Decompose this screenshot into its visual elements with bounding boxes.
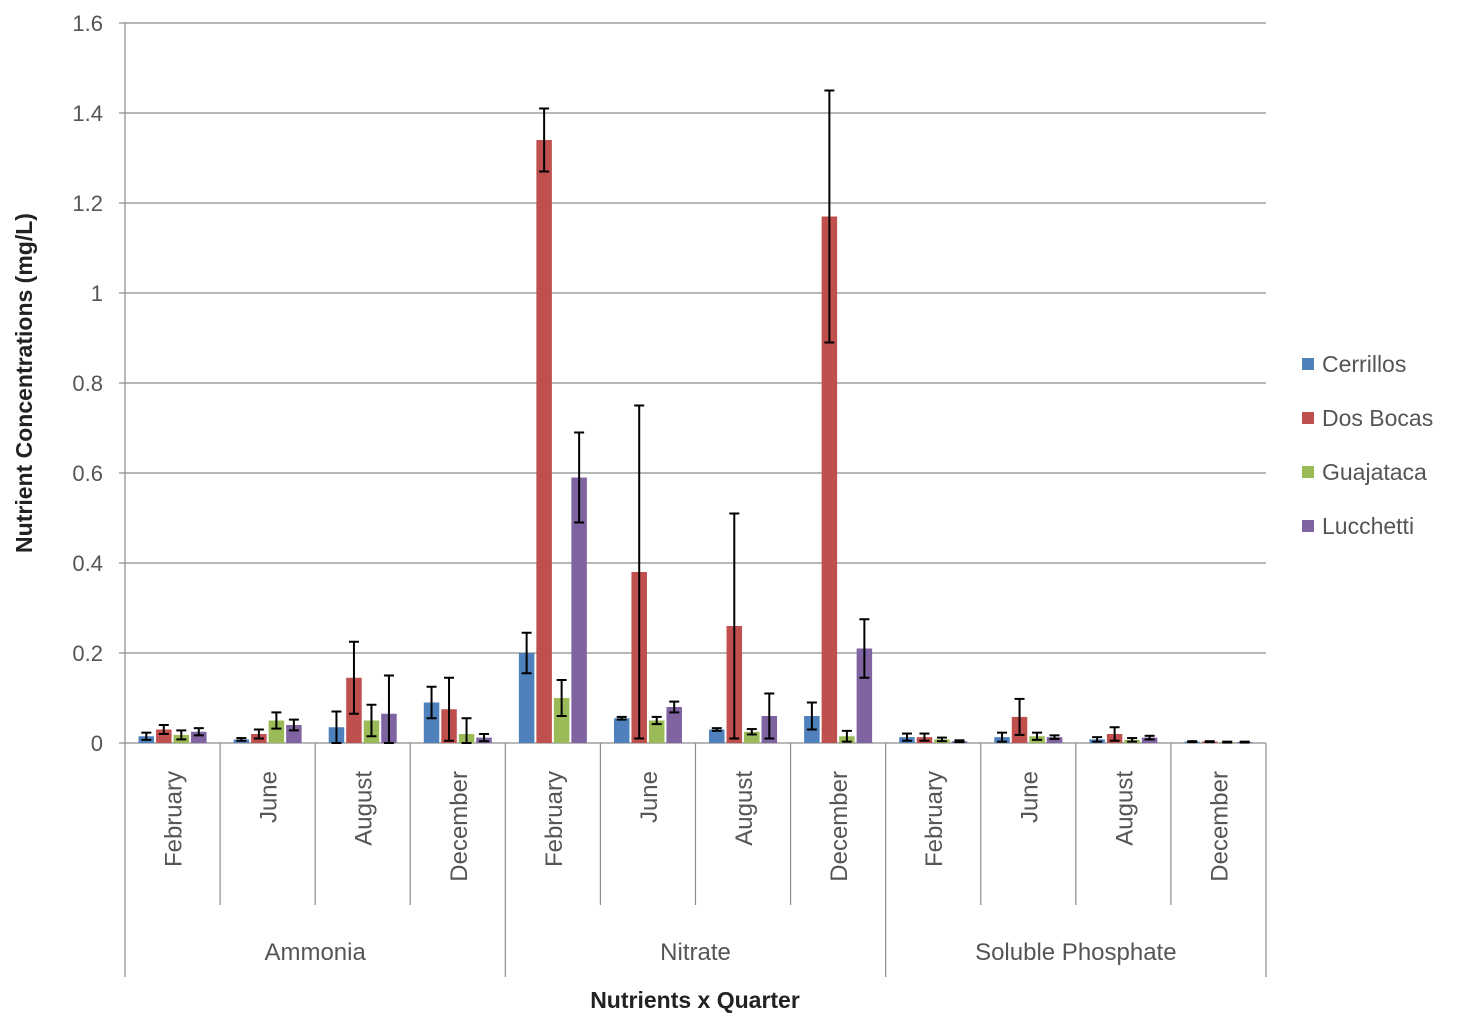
x-category-label: December xyxy=(1206,771,1233,882)
bar xyxy=(821,216,838,743)
y-tick-label: 1.4 xyxy=(72,101,103,126)
x-category-label: December xyxy=(826,771,853,882)
y-tick-label: 1 xyxy=(91,281,103,306)
x-axis-title: Nutrients x Quarter xyxy=(590,987,800,1013)
y-axis-ticks: 0 0.2 0.4 0.6 0.8 1 1.2 1.4 1.6 xyxy=(72,11,125,756)
bar xyxy=(648,720,665,743)
x-group-label: Nitrate xyxy=(660,939,731,966)
bar xyxy=(856,648,873,743)
legend-swatch xyxy=(1302,520,1314,532)
x-category-label: December xyxy=(446,771,473,882)
x-axis: February June August December February June Au… xyxy=(124,743,1267,977)
legend-swatch xyxy=(1302,358,1314,370)
bar xyxy=(536,140,552,743)
legend-swatch xyxy=(1302,466,1314,478)
x-category-label: February xyxy=(921,771,948,867)
bar xyxy=(156,729,172,743)
bar xyxy=(191,731,207,743)
y-axis-title: Nutrient Concentrations (mg/L) xyxy=(11,213,37,553)
y-tick-label: 0 xyxy=(91,731,103,756)
x-category-label: August xyxy=(1111,771,1138,846)
legend: Cerrillos Dos Bocas Guajataca Lucchetti xyxy=(1302,351,1433,539)
y-tick-label: 0.2 xyxy=(72,641,103,666)
x-category-label: June xyxy=(636,771,663,823)
bar xyxy=(268,720,285,743)
bar xyxy=(571,477,587,743)
bar xyxy=(744,731,760,743)
y-tick-label: 0.4 xyxy=(72,551,103,576)
bar xyxy=(613,718,630,743)
bar xyxy=(423,702,440,743)
y-tick-label: 0.6 xyxy=(72,461,103,486)
bar xyxy=(666,707,682,743)
x-group-label: Ammonia xyxy=(264,939,366,966)
y-tick-label: 0.8 xyxy=(72,371,103,396)
x-category-label: February xyxy=(161,771,188,867)
y-tick-label: 1.6 xyxy=(72,11,103,36)
x-category-label: August xyxy=(351,771,378,846)
x-category-label: June xyxy=(1016,771,1043,823)
bar xyxy=(553,698,570,743)
gridlines xyxy=(124,22,1266,744)
bar xyxy=(1046,737,1063,743)
x-category-label: June xyxy=(256,771,283,823)
bars xyxy=(138,89,1253,744)
x-category-label: August xyxy=(731,771,758,846)
legend-label: Guajataca xyxy=(1322,459,1427,485)
legend-swatch xyxy=(1302,412,1314,424)
legend-label: Cerrillos xyxy=(1322,351,1406,377)
legend-label: Lucchetti xyxy=(1322,513,1414,539)
bar xyxy=(518,653,535,743)
y-tick-label: 1.2 xyxy=(72,191,103,216)
x-group-label: Soluble Phosphate xyxy=(975,939,1177,966)
bar xyxy=(709,729,725,743)
legend-label: Dos Bocas xyxy=(1322,405,1433,431)
x-category-label: February xyxy=(541,771,568,867)
